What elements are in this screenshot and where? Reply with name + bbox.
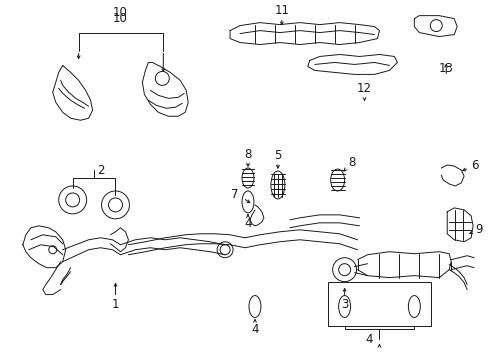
Text: 8: 8 (347, 156, 355, 168)
Text: 8: 8 (244, 148, 251, 161)
Text: 5: 5 (274, 149, 281, 162)
Text: 9: 9 (474, 223, 482, 236)
Text: 2: 2 (97, 163, 104, 176)
Text: 10: 10 (113, 6, 128, 19)
Text: 6: 6 (470, 158, 478, 172)
Text: 7: 7 (231, 188, 238, 202)
Text: 11: 11 (274, 4, 289, 17)
Text: 1: 1 (112, 298, 119, 311)
Text: 4: 4 (365, 333, 372, 346)
Text: 12: 12 (356, 82, 371, 95)
Text: 10: 10 (113, 12, 128, 25)
Text: 4: 4 (244, 217, 251, 230)
Text: 13: 13 (438, 62, 453, 75)
Text: 3: 3 (340, 298, 347, 311)
Text: 4: 4 (251, 323, 258, 336)
Bar (327, 282, 430, 327)
